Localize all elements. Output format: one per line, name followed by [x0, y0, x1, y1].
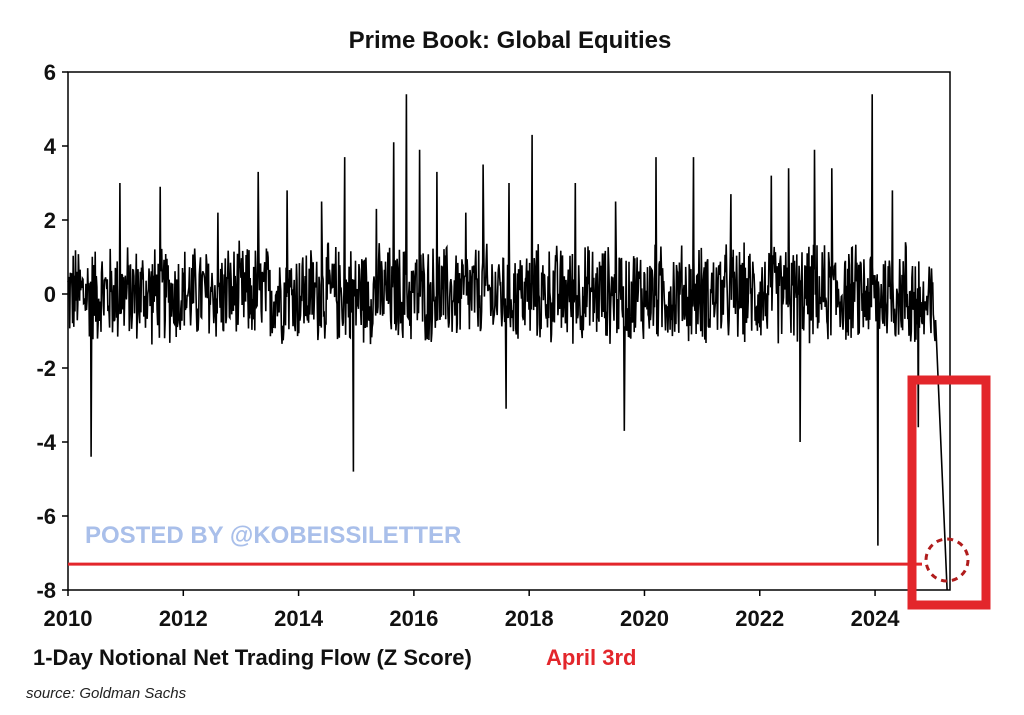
date-annotation: April 3rd	[546, 645, 636, 670]
y-tick-label: 6	[44, 60, 56, 85]
highlight-box	[907, 375, 991, 610]
series-path	[67, 94, 948, 591]
y-tick-label: 4	[44, 134, 57, 159]
x-tick-label: 2020	[620, 606, 669, 631]
x-tick-label: 2018	[505, 606, 554, 631]
chart-title: Prime Book: Global Equities	[349, 27, 672, 54]
x-tick-label: 2010	[44, 606, 93, 631]
source-note: source: Goldman Sachs	[26, 685, 187, 702]
x-tick-label: 2022	[735, 606, 784, 631]
y-tick-label: -8	[36, 578, 56, 603]
highlight-circle	[924, 537, 970, 583]
plot-frame	[67, 71, 951, 591]
watermark: POSTED BY @KOBEISSILETTER	[85, 522, 461, 549]
x-axis: 2010 2012 2014 2016 2018 2020 2022 2024	[44, 590, 901, 631]
y-tick-label: -2	[36, 356, 56, 381]
y-tick-label: 0	[44, 282, 56, 307]
x-tick-label: 2012	[159, 606, 208, 631]
y-axis: 6 4 2 0 -2 -4 -6 -8	[36, 60, 68, 603]
x-tick-label: 2014	[274, 606, 324, 631]
x-axis-label: 1-Day Notional Net Trading Flow (Z Score…	[33, 645, 472, 670]
y-tick-label: -6	[36, 504, 56, 529]
y-tick-label: -4	[36, 430, 56, 455]
x-tick-label: 2016	[389, 606, 438, 631]
y-tick-label: 2	[44, 208, 56, 233]
x-tick-label: 2024	[851, 606, 901, 631]
series-line	[67, 94, 948, 591]
